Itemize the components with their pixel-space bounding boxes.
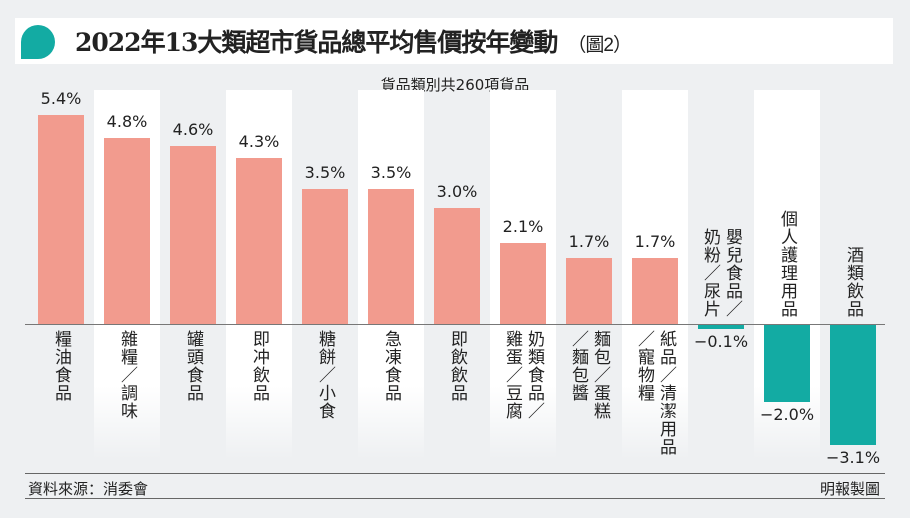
value-label: 4.6% — [172, 119, 214, 139]
category-label: 糖餅／小食 — [315, 330, 335, 420]
bar — [500, 242, 546, 324]
bar — [632, 258, 678, 324]
speech-bubble-icon — [21, 25, 55, 59]
source-note: 資料來源：消委會 — [28, 480, 149, 498]
category-label: 個人護理用品 — [777, 210, 797, 318]
bar — [38, 115, 84, 324]
category-label: 即飲飲品 — [447, 330, 467, 402]
category-label: 麵包／蛋糕 ／麵包醬 — [568, 330, 610, 420]
value-label: 4.3% — [238, 131, 280, 151]
value-label: −0.1% — [693, 331, 749, 351]
bar — [566, 258, 612, 324]
category-label: 糧油食品 — [51, 330, 71, 402]
chart-title: 2022年13大類超市貨品總平均售價按年變動 （圖2） — [75, 23, 632, 59]
value-label: 1.7% — [634, 232, 676, 252]
credit-note: 明報製圖 — [819, 480, 880, 498]
footer-line-top — [25, 473, 885, 474]
value-label: 1.7% — [568, 232, 610, 252]
bar — [830, 325, 876, 445]
zero-axis — [25, 324, 885, 325]
bar — [764, 325, 810, 403]
value-label: 3.5% — [370, 162, 412, 182]
title-box — [15, 18, 893, 64]
value-label: 2.1% — [502, 216, 544, 236]
bar — [434, 207, 480, 324]
value-label: 3.5% — [304, 162, 346, 182]
value-label: −3.1% — [825, 447, 881, 467]
bar — [368, 188, 414, 324]
chart-subtitle: 貨品類別共260項貨品 — [380, 76, 530, 94]
category-label: 酒類飲品 — [843, 246, 863, 318]
figure-label: （圖2） — [567, 35, 632, 56]
category-label: 奶類食品／ 雞蛋／豆腐 — [502, 330, 544, 420]
category-label: 罐頭食品 — [183, 330, 203, 402]
value-label: 5.4% — [40, 89, 82, 109]
value-label: 3.0% — [436, 181, 478, 201]
category-label: 紙品／清潔用品 ／寵物糧 — [634, 330, 676, 456]
category-label: 急凍食品 — [381, 330, 401, 402]
category-label: 即冲飲品 — [249, 330, 269, 402]
footer-line-bottom — [25, 498, 885, 499]
value-label: −2.0% — [759, 405, 815, 425]
bar — [236, 157, 282, 324]
category-label: 嬰兒食品／ 奶粉／尿片 — [700, 228, 742, 318]
bar — [104, 138, 150, 324]
value-label: 4.8% — [106, 112, 148, 132]
bar — [170, 145, 216, 324]
category-label: 雜糧／調味 — [117, 330, 137, 420]
bar — [302, 188, 348, 324]
bar — [698, 325, 744, 329]
title-text: 2022年13大類超市貨品總平均售價按年變動 — [75, 28, 558, 57]
